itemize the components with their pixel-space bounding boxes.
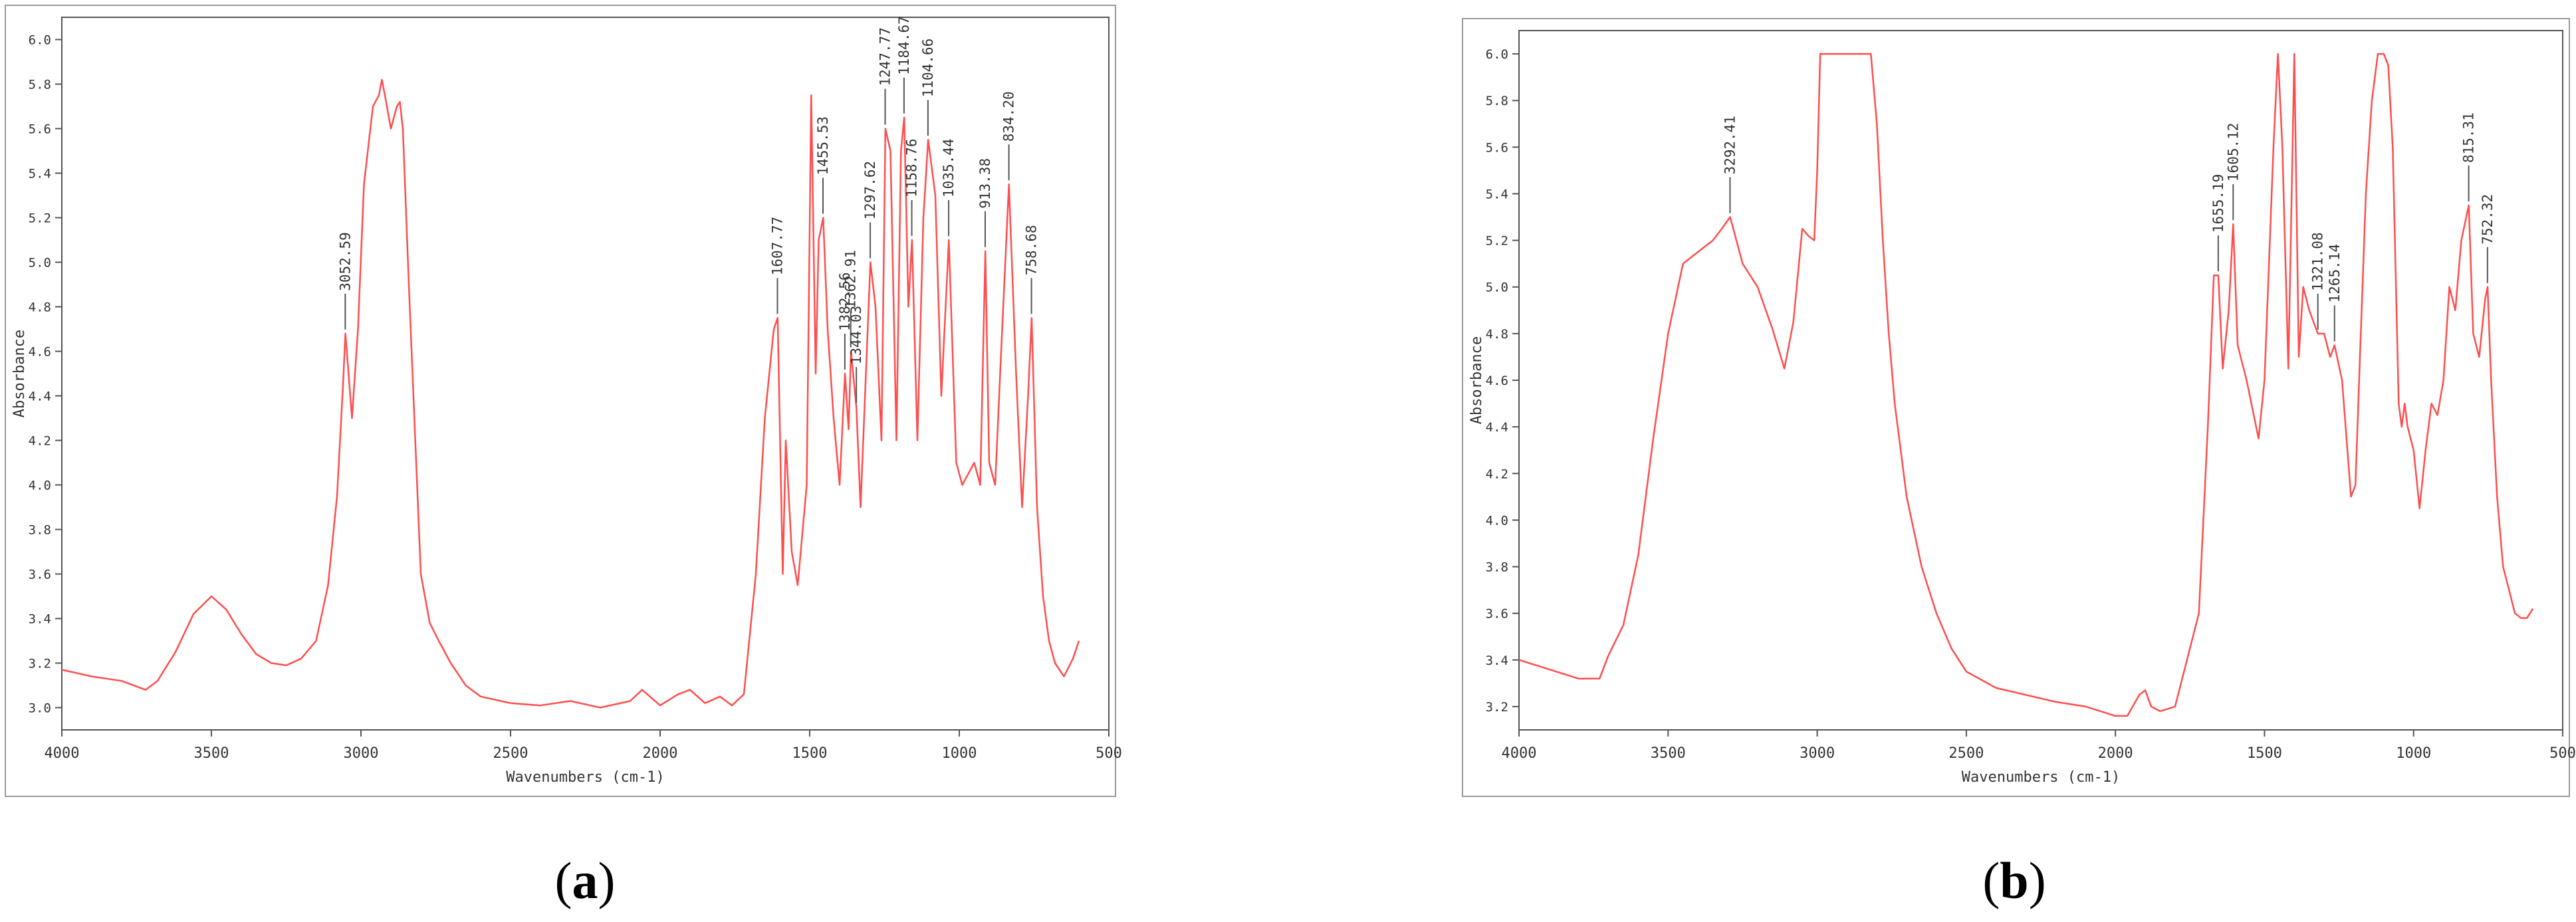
caption-a: (a) bbox=[554, 852, 616, 909]
y-tick-label: 3.8 bbox=[1486, 560, 1508, 575]
y-axis-title: Absorbance bbox=[1468, 336, 1485, 424]
y-axis-title: Absorbance bbox=[11, 330, 28, 417]
peak-label: 913.38 bbox=[977, 158, 993, 209]
x-tick-label: 500 bbox=[2549, 745, 2576, 762]
x-axis-title: Wavenumbers (cm-1) bbox=[506, 769, 664, 786]
y-tick-label: 5.4 bbox=[1486, 187, 1508, 201]
plot-area bbox=[61, 17, 1110, 731]
y-tick-label: 3.0 bbox=[29, 701, 51, 716]
ir-spectrum-chart-b: 4000 3500 3000 2500 2000 1500 1000 500 3.2 3.4 3.6… bbox=[1462, 18, 2576, 797]
x-tick-label: 1000 bbox=[2396, 745, 2431, 762]
y-tick-label: 4.6 bbox=[1486, 374, 1508, 388]
y-tick-label: 4.0 bbox=[1486, 513, 1508, 528]
peak-label: 3052.59 bbox=[337, 232, 353, 291]
peak-label: 815.31 bbox=[2461, 112, 2477, 163]
x-tick-label: 1500 bbox=[2247, 745, 2282, 762]
chart-frame bbox=[1462, 18, 2570, 797]
x-tick-label: 2000 bbox=[2098, 745, 2133, 762]
peak-label: 1321.08 bbox=[2310, 232, 2326, 291]
peak-label: 3292.41 bbox=[1722, 116, 1738, 175]
y-tick-label: 4.4 bbox=[29, 390, 51, 404]
x-tick-label: 1500 bbox=[792, 745, 828, 762]
y-tick-label: 5.8 bbox=[1486, 94, 1508, 108]
y-tick-label: 5.0 bbox=[29, 256, 51, 271]
y-tick-label: 4.2 bbox=[1486, 467, 1508, 481]
y-tick-label: 5.2 bbox=[29, 211, 51, 226]
peak-label: 1344.03 bbox=[848, 306, 864, 365]
y-tick-label: 4.8 bbox=[29, 300, 51, 315]
peak-label: 1035.44 bbox=[941, 138, 957, 197]
y-tick-label: 6.0 bbox=[29, 33, 51, 48]
x-tick-label: 2500 bbox=[493, 745, 528, 762]
x-tick-label: 2000 bbox=[643, 745, 678, 762]
peak-label: 1265.14 bbox=[2327, 244, 2343, 303]
peak-label: 1655.19 bbox=[2210, 174, 2226, 233]
spectrum-panel-b: 4000 3500 3000 2500 2000 1500 1000 500 3.2 3.4 3.6… bbox=[1449, 0, 2576, 798]
peak-label: 1607.77 bbox=[770, 217, 786, 276]
chart-frame bbox=[5, 5, 1116, 797]
y-tick-label: 3.8 bbox=[29, 523, 51, 538]
peak-label: 1158.76 bbox=[904, 138, 920, 197]
caption-b: (b) bbox=[1982, 852, 2046, 909]
x-tick-label: 4000 bbox=[45, 745, 80, 762]
y-tick-label: 4.4 bbox=[1486, 420, 1508, 435]
peak-label: 1605.12 bbox=[2225, 123, 2241, 182]
y-tick-label: 4.6 bbox=[29, 345, 51, 360]
spectrum-line bbox=[61, 78, 1080, 709]
x-tick-label: 3500 bbox=[194, 745, 229, 762]
peak-label: 1362.91 bbox=[843, 250, 859, 309]
y-tick-label: 6.0 bbox=[1486, 47, 1508, 62]
y-tick-label: 3.2 bbox=[29, 657, 51, 671]
x-tick-label: 3000 bbox=[1800, 745, 1835, 762]
y-tick-label: 3.4 bbox=[1486, 653, 1508, 668]
caption-b-letter: b bbox=[2000, 852, 2029, 909]
peak-label: 1184.67 bbox=[896, 16, 912, 75]
peak-label: 758.68 bbox=[1024, 225, 1040, 275]
y-tick-label: 5.8 bbox=[29, 78, 51, 92]
y-tick-label: 5.2 bbox=[1486, 234, 1508, 249]
caption-a-letter: a bbox=[572, 852, 598, 909]
x-tick-label: 1000 bbox=[942, 745, 977, 762]
peak-label: 1297.62 bbox=[862, 161, 878, 220]
x-axis-title: Wavenumbers (cm-1) bbox=[1962, 769, 2120, 786]
ir-spectrum-chart-a: 4000 3500 3000 2500 2000 1500 1000 500 3.0 3.2 3.4… bbox=[5, 5, 1122, 797]
y-tick-label: 4.0 bbox=[29, 479, 51, 493]
peak-label: 1247.77 bbox=[878, 27, 893, 86]
peak-label: 1455.53 bbox=[815, 116, 831, 175]
y-tick-label: 5.0 bbox=[1486, 281, 1508, 295]
y-tick-label: 3.4 bbox=[29, 612, 51, 627]
y-tick-label: 3.6 bbox=[29, 568, 51, 582]
y-tick-label: 5.6 bbox=[29, 122, 51, 137]
y-tick-label: 4.8 bbox=[1486, 327, 1508, 342]
y-tick-label: 5.4 bbox=[29, 167, 51, 181]
y-tick-label: 3.6 bbox=[1486, 607, 1508, 622]
x-tick-label: 4000 bbox=[1502, 745, 1537, 762]
peak-label: 752.32 bbox=[2480, 194, 2496, 245]
y-tick-label: 3.2 bbox=[1486, 700, 1508, 715]
spectrum-line bbox=[1518, 53, 2534, 717]
peak-label: 1104.66 bbox=[920, 39, 936, 98]
x-tick-label: 3000 bbox=[344, 745, 379, 762]
spectrum-panel-a: 4000 3500 3000 2500 2000 1500 1000 500 3.0 3.2 3.4… bbox=[0, 0, 1130, 798]
y-tick-label: 5.6 bbox=[1486, 140, 1508, 155]
x-tick-label: 500 bbox=[1096, 745, 1122, 762]
x-tick-label: 2500 bbox=[1948, 745, 1984, 762]
peak-label: 834.20 bbox=[1001, 91, 1017, 142]
x-tick-label: 3500 bbox=[1651, 745, 1686, 762]
y-tick-label: 4.2 bbox=[29, 434, 51, 449]
